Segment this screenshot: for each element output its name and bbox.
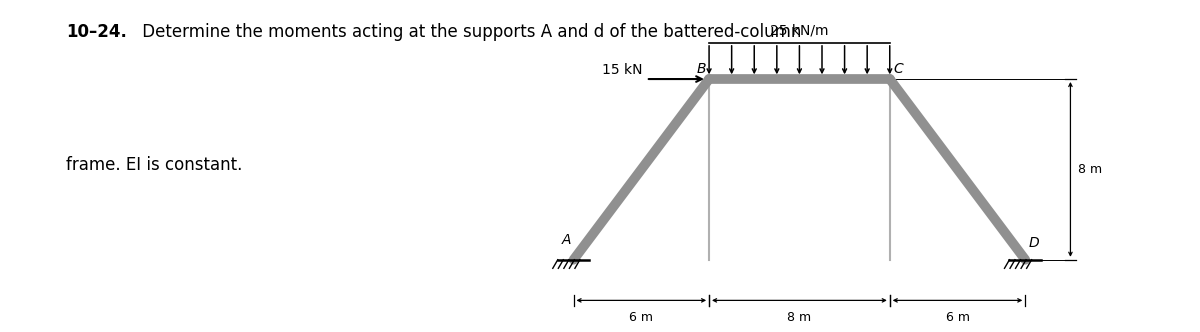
Text: D: D	[1028, 236, 1039, 250]
Text: 8 m: 8 m	[787, 310, 811, 324]
Text: 6 m: 6 m	[946, 310, 970, 324]
Text: 6 m: 6 m	[629, 310, 653, 324]
Text: C: C	[893, 62, 902, 76]
Text: Determine the moments acting at the supports A and d of the battered-column: Determine the moments acting at the supp…	[137, 23, 802, 41]
Text: frame. EI is constant.: frame. EI is constant.	[66, 156, 242, 174]
Text: B: B	[696, 62, 706, 76]
Text: 15 kN: 15 kN	[602, 63, 642, 77]
Text: 8 m: 8 m	[1079, 163, 1103, 176]
Text: A: A	[562, 233, 571, 247]
Text: 25 kN/m: 25 kN/m	[770, 23, 829, 37]
Text: 10–24.: 10–24.	[66, 23, 127, 41]
